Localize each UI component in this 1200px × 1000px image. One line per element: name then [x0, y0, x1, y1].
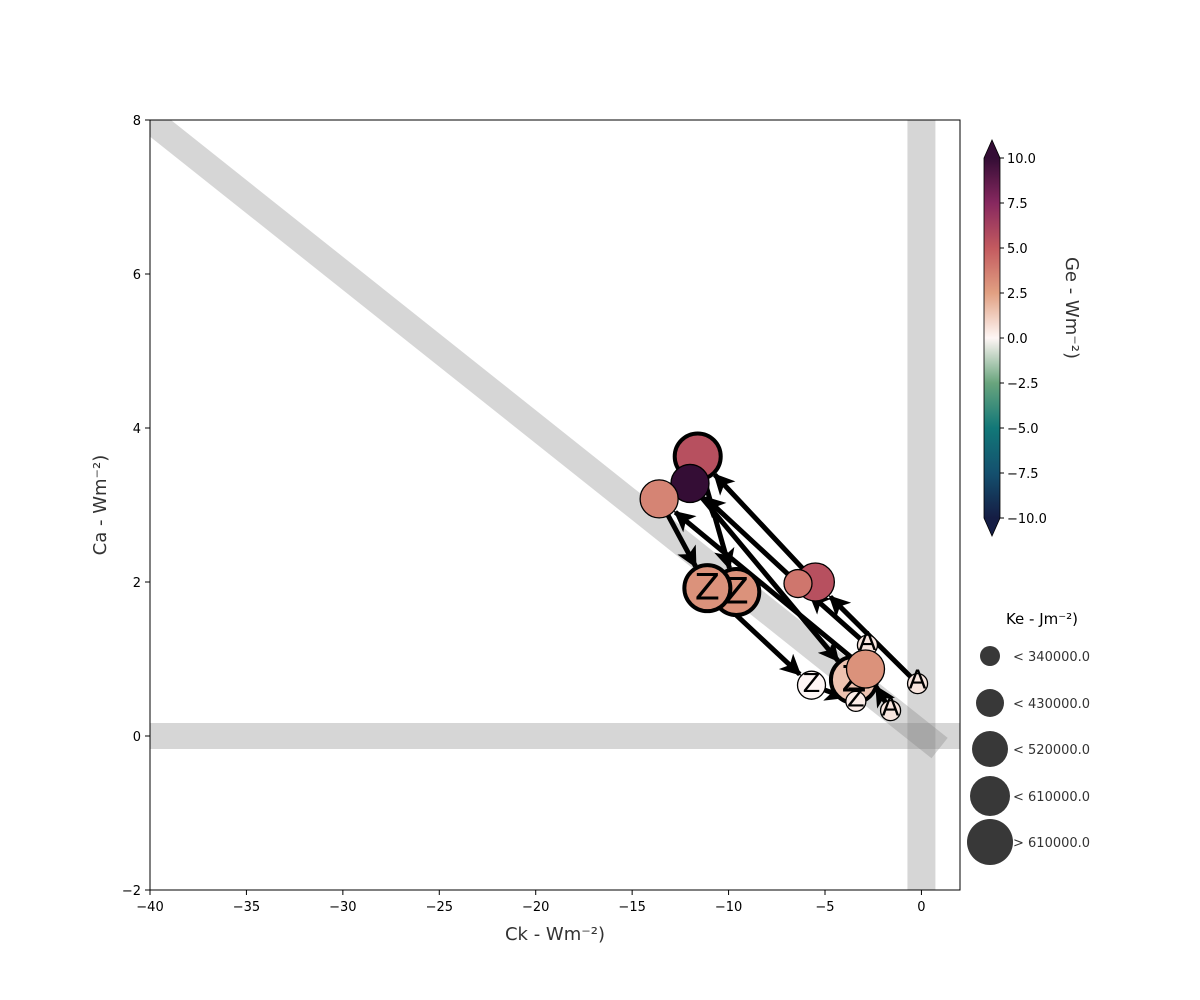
- y-tick-label: −2: [122, 884, 141, 899]
- data-point: [682, 563, 733, 614]
- point-label: Z: [847, 683, 865, 713]
- data-point: [906, 672, 929, 695]
- size-legend-label: > 610000.0: [1013, 836, 1090, 851]
- point-label: Z: [695, 566, 720, 609]
- data-point: [879, 699, 902, 722]
- trajectory-arrow: [695, 490, 840, 663]
- data-point: [845, 690, 867, 712]
- y-tick-label: 6: [133, 268, 141, 283]
- trajectory-arrow: [673, 510, 859, 664]
- plot-frame: [149, 119, 961, 891]
- point-label: A: [909, 666, 927, 696]
- x-tick-label: −10: [715, 900, 742, 915]
- colorbar-label: Ge - Wm⁻²): [1061, 257, 1082, 359]
- x-tick-label: −5: [815, 900, 834, 915]
- size-legend: Ke - Jm⁻²) < 340000.0 < 430000.0 < 520000.0…: [967, 610, 1090, 865]
- data-point: [796, 670, 827, 700]
- size-legend-title: Ke - Jm⁻²): [1006, 610, 1078, 628]
- horizontal-band: [150, 723, 960, 749]
- size-legend-marker: [972, 731, 1008, 767]
- size-legend-marker: [970, 776, 1010, 816]
- colorbar-tick-label: −2.5: [1007, 377, 1039, 392]
- size-legend-label: < 520000.0: [1013, 743, 1090, 758]
- size-legend-marker: [967, 819, 1013, 865]
- size-legend-label: < 430000.0: [1013, 697, 1090, 712]
- size-legend-marker: [976, 689, 1004, 717]
- vertical-band: [907, 120, 936, 890]
- diagonal-band: [150, 120, 948, 759]
- size-legend-marker: [980, 646, 1000, 666]
- trajectory-arrows: [662, 469, 916, 709]
- size-legend-label: < 340000.0: [1013, 650, 1090, 665]
- y-tick-label: 0: [133, 730, 141, 745]
- colorbar-tick-label: −10.0: [1007, 512, 1047, 527]
- trajectory-arrow: [712, 473, 810, 576]
- reference-bands: [150, 120, 960, 890]
- data-points: AZAZAZZZ: [639, 431, 929, 723]
- colorbar-tick-label: −5.0: [1007, 422, 1039, 437]
- x-tick-label: −40: [136, 900, 163, 915]
- trajectory-arrow: [703, 495, 794, 580]
- colorbar-tick-label: 7.5: [1007, 197, 1028, 212]
- trajectory-arrow: [808, 592, 865, 644]
- x-tick-label: 0: [917, 900, 925, 915]
- data-point: [639, 479, 679, 519]
- point-label: Z: [803, 669, 821, 699]
- colorbar-tick-label: 5.0: [1007, 242, 1028, 257]
- colorbar-tick-label: 2.5: [1007, 287, 1028, 302]
- colorbar-tick-label: −7.5: [1007, 467, 1039, 482]
- y-tick-label: 4: [133, 422, 141, 437]
- x-tick-label: −35: [233, 900, 260, 915]
- size-legend-label: < 610000.0: [1013, 790, 1090, 805]
- colorbar-extend-top: [984, 140, 1000, 158]
- colorbar-tick-label: 0.0: [1007, 332, 1028, 347]
- point-label: A: [882, 693, 900, 723]
- colorbar-extend-bottom: [984, 518, 1000, 536]
- colorbar: 10.0 7.5 5.0 2.5 0.0 −2.5 −5.0 −7.5 −10.0 Ge - Wm…: [983, 139, 1082, 537]
- y-axis-label: Ca - Wm⁻²): [90, 455, 111, 556]
- y-tick-label: 2: [133, 576, 141, 591]
- x-tick-label: −20: [522, 900, 549, 915]
- x-axis-label: Ck - Wm⁻²): [505, 924, 605, 945]
- trajectory-arrow: [662, 507, 698, 569]
- x-tick-label: −15: [618, 900, 645, 915]
- y-tick-label: 8: [133, 114, 141, 129]
- data-point: [783, 568, 813, 599]
- colorbar-tick-label: 10.0: [1007, 152, 1036, 167]
- x-tick-label: −30: [329, 900, 356, 915]
- x-tick-label: −25: [426, 900, 453, 915]
- data-point: [845, 649, 886, 689]
- colorbar-gradient: [984, 158, 1000, 518]
